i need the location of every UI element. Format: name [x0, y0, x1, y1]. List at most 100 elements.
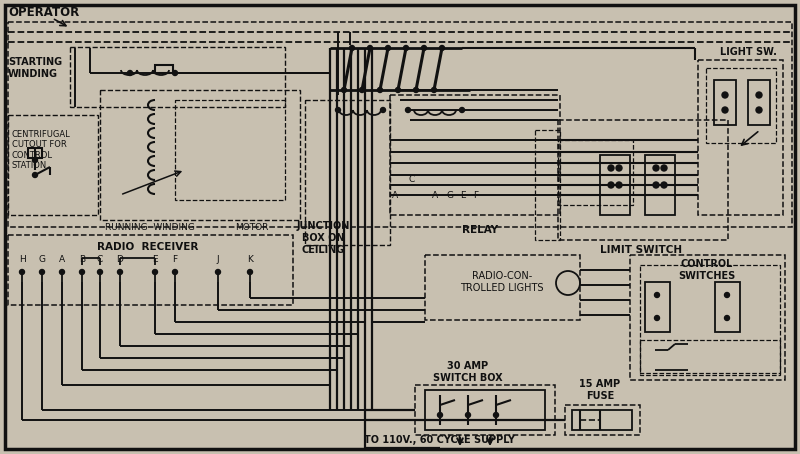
Text: A: A — [59, 256, 65, 265]
Bar — [175, 100, 285, 200]
Text: RADIO  RECEIVER: RADIO RECEIVER — [98, 242, 198, 252]
Text: CENTRIFUGAL
CUTOUT FOR
CONTROL
STATION: CENTRIFUGAL CUTOUT FOR CONTROL STATION — [12, 130, 70, 170]
Bar — [535, 130, 560, 240]
Text: RADIO-CON-
TROLLED LIGHTS: RADIO-CON- TROLLED LIGHTS — [460, 271, 544, 293]
Text: C: C — [97, 256, 103, 265]
Circle shape — [378, 88, 382, 93]
Bar — [600, 155, 630, 215]
Circle shape — [661, 182, 667, 188]
Bar — [558, 140, 633, 205]
Circle shape — [608, 165, 614, 171]
Circle shape — [19, 270, 25, 275]
Circle shape — [127, 70, 133, 75]
Bar — [640, 265, 780, 373]
Text: A: A — [392, 191, 398, 199]
Bar — [305, 100, 390, 245]
Circle shape — [654, 316, 659, 321]
Circle shape — [608, 182, 614, 188]
Text: G: G — [446, 191, 454, 199]
Circle shape — [59, 270, 65, 275]
Bar — [8, 22, 792, 227]
Circle shape — [173, 70, 178, 75]
Bar — [698, 60, 783, 215]
Bar — [100, 90, 300, 220]
Text: E: E — [152, 256, 158, 265]
Text: 15 AMP
FUSE: 15 AMP FUSE — [579, 379, 621, 401]
Circle shape — [247, 270, 253, 275]
Circle shape — [403, 45, 409, 50]
Bar — [28, 148, 42, 158]
Circle shape — [725, 292, 730, 297]
Circle shape — [39, 270, 45, 275]
Circle shape — [438, 413, 442, 418]
Text: A: A — [432, 191, 438, 199]
Circle shape — [653, 165, 659, 171]
Text: H: H — [18, 256, 26, 265]
Circle shape — [653, 182, 659, 188]
Text: STARTING
WINDING: STARTING WINDING — [8, 57, 62, 79]
Circle shape — [33, 158, 38, 163]
Text: TO 110V., 60 CYCLE SUPPLY: TO 110V., 60 CYCLE SUPPLY — [365, 435, 515, 445]
Circle shape — [722, 92, 728, 98]
Circle shape — [459, 108, 465, 113]
Circle shape — [350, 45, 354, 50]
Circle shape — [616, 182, 622, 188]
Circle shape — [616, 165, 622, 171]
Circle shape — [756, 92, 762, 98]
Bar — [645, 155, 675, 215]
Circle shape — [335, 108, 341, 113]
Bar — [8, 115, 98, 215]
Circle shape — [386, 45, 390, 50]
Bar — [715, 282, 740, 332]
Circle shape — [215, 270, 221, 275]
Text: D: D — [117, 256, 123, 265]
Circle shape — [395, 88, 401, 93]
Text: MOTOR: MOTOR — [235, 223, 268, 232]
Circle shape — [431, 88, 437, 93]
Text: CONTROL
SWITCHES: CONTROL SWITCHES — [678, 259, 736, 281]
Circle shape — [406, 108, 410, 113]
Circle shape — [153, 270, 158, 275]
Circle shape — [381, 108, 386, 113]
Text: LIGHT SW.: LIGHT SW. — [720, 47, 777, 57]
Circle shape — [367, 45, 373, 50]
Bar — [70, 47, 285, 107]
Circle shape — [439, 45, 445, 50]
Bar — [415, 385, 555, 435]
Circle shape — [414, 88, 418, 93]
Bar — [748, 80, 770, 125]
Text: 30 AMP
SWITCH BOX: 30 AMP SWITCH BOX — [433, 361, 503, 383]
Text: RELAY: RELAY — [462, 225, 498, 235]
Text: F: F — [173, 256, 178, 265]
Text: E: E — [460, 191, 466, 199]
Bar — [706, 68, 776, 143]
Circle shape — [494, 413, 498, 418]
Text: JUNCTION
BOX ON
CEILING: JUNCTION BOX ON CEILING — [296, 222, 350, 255]
Circle shape — [342, 88, 346, 93]
Bar — [630, 255, 785, 380]
Circle shape — [173, 270, 178, 275]
Circle shape — [756, 107, 762, 113]
Bar — [558, 120, 728, 240]
Circle shape — [359, 88, 365, 93]
Text: LIMIT SWITCH: LIMIT SWITCH — [600, 245, 682, 255]
Circle shape — [725, 316, 730, 321]
Bar — [645, 282, 670, 332]
Circle shape — [661, 165, 667, 171]
Circle shape — [722, 107, 728, 113]
Bar — [155, 65, 173, 73]
Circle shape — [79, 270, 85, 275]
Circle shape — [118, 270, 122, 275]
Bar — [714, 80, 736, 125]
Bar — [390, 95, 560, 215]
Text: C: C — [409, 176, 415, 184]
Text: F: F — [474, 191, 478, 199]
Bar — [565, 405, 640, 435]
Circle shape — [466, 413, 470, 418]
Circle shape — [422, 45, 426, 50]
Bar — [572, 410, 632, 430]
Text: J: J — [217, 256, 219, 265]
Text: G: G — [38, 256, 46, 265]
Text: OPERATOR: OPERATOR — [8, 5, 79, 19]
Text: RUNNING  WINDING: RUNNING WINDING — [105, 223, 195, 232]
